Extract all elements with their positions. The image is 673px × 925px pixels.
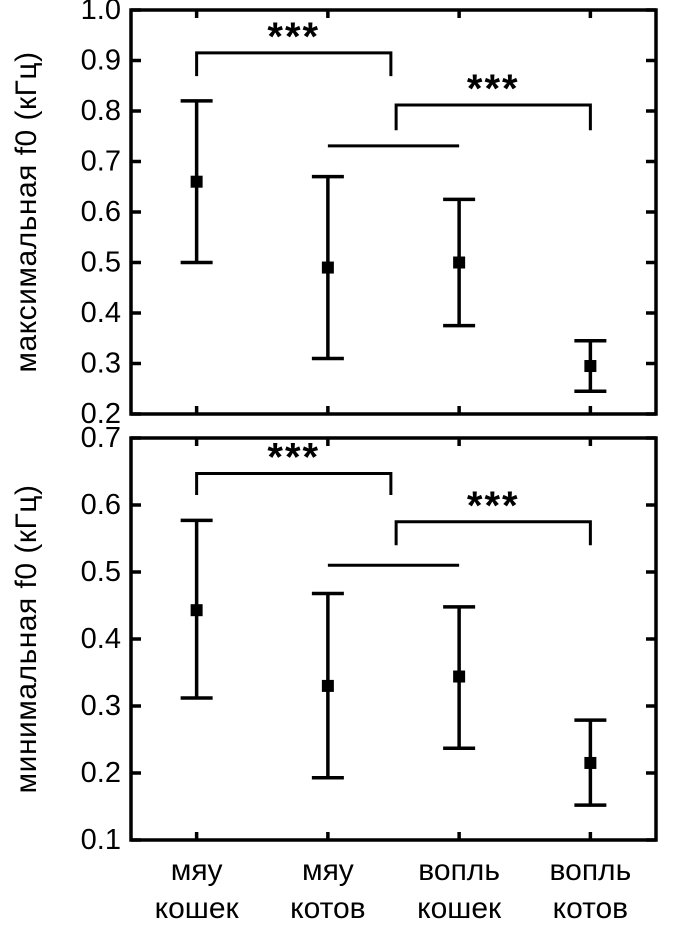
panel-frame xyxy=(129,436,658,842)
y-tick-label: 0.5 xyxy=(81,556,121,588)
y-tick-label: 0.4 xyxy=(81,623,121,655)
y-tick-label: 0.6 xyxy=(81,196,121,228)
y-tick-label: 0.2 xyxy=(81,757,121,789)
y-tick-label: 0.8 xyxy=(81,95,121,127)
significance-bracket xyxy=(394,520,592,546)
y-tick-label: 0.7 xyxy=(81,422,121,454)
y-axis-label-bottom: минимальная f0 (кГц) xyxy=(10,484,43,794)
significance-bracket xyxy=(394,103,592,131)
significance-bracket xyxy=(195,51,393,77)
x-category-label: вопль котов xyxy=(550,854,632,925)
x-category-label: мяу котов xyxy=(290,854,366,925)
x-category-label: вопль кошек xyxy=(417,854,502,925)
mean-marker xyxy=(584,360,597,373)
significance-bracket xyxy=(195,472,393,495)
y-tick-label: 0.4 xyxy=(81,297,121,329)
y-axis-label-top: максимальная f0 (кГц) xyxy=(10,51,43,373)
mean-marker xyxy=(584,756,597,769)
y-tick-label: 0.7 xyxy=(81,146,121,178)
y-tick-label: 0.6 xyxy=(81,489,121,521)
mean-marker xyxy=(321,261,334,274)
y-tick-label: 0.3 xyxy=(81,348,121,380)
y-tick-label: 1.0 xyxy=(81,0,121,26)
mean-marker xyxy=(190,175,203,188)
mean-marker xyxy=(321,679,334,692)
panel-frame xyxy=(129,8,658,416)
significance-stars: *** xyxy=(267,436,320,480)
mean-marker xyxy=(453,670,466,683)
y-tick-label: 0.1 xyxy=(81,824,121,856)
mean-marker xyxy=(453,256,466,269)
y-tick-label: 0.3 xyxy=(81,690,121,722)
y-tick-label: 0.2 xyxy=(81,398,121,430)
x-category-label: мяу кошек xyxy=(155,854,240,925)
mean-marker xyxy=(190,604,203,617)
y-tick-label: 0.5 xyxy=(81,247,121,279)
y-tick-label: 0.9 xyxy=(81,45,121,77)
significance-stars: *** xyxy=(267,15,320,59)
significance-stars: *** xyxy=(467,484,520,528)
significance-stars: *** xyxy=(467,67,520,111)
